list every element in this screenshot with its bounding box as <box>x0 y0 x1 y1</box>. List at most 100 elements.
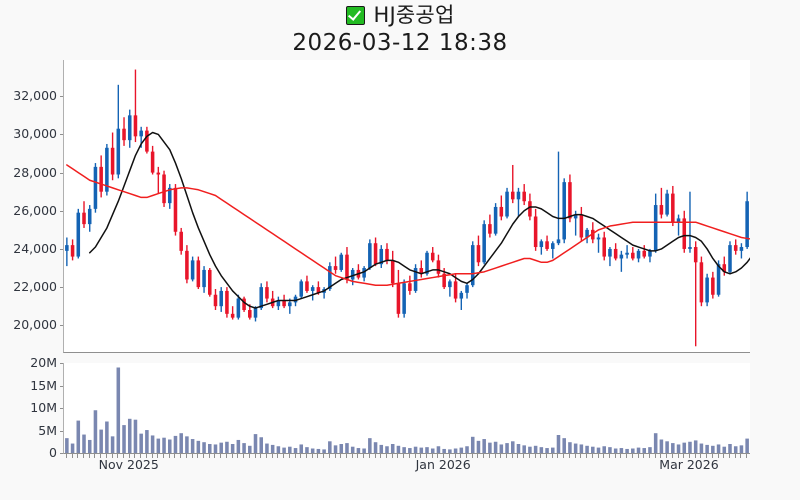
x-minor-tick <box>265 454 267 458</box>
x-minor-tick <box>694 454 696 458</box>
x-minor-tick <box>351 454 353 458</box>
x-minor-tick <box>466 454 468 458</box>
x-minor-tick <box>631 454 633 458</box>
x-minor-tick <box>197 454 199 458</box>
x-minor-tick <box>248 454 250 458</box>
x-minor-tick <box>157 454 159 458</box>
x-minor-tick <box>163 454 165 458</box>
axis-tick-mark <box>59 134 63 136</box>
x-minor-tick <box>328 454 330 458</box>
x-minor-tick <box>728 454 730 458</box>
x-minor-tick <box>385 454 387 458</box>
x-axis-tick-label: Jan 2026 <box>415 457 471 472</box>
x-minor-tick <box>185 454 187 458</box>
x-minor-tick <box>471 454 473 458</box>
x-minor-tick <box>603 454 605 458</box>
x-minor-tick <box>300 454 302 458</box>
x-minor-tick <box>260 454 262 458</box>
x-minor-tick <box>357 454 359 458</box>
x-minor-tick <box>334 454 336 458</box>
x-minor-tick <box>277 454 279 458</box>
axis-tick-label: 22,000 <box>13 279 57 295</box>
x-minor-tick <box>574 454 576 458</box>
x-minor-tick <box>608 454 610 458</box>
x-minor-tick <box>454 454 456 458</box>
x-minor-tick <box>305 454 307 458</box>
x-minor-tick <box>637 454 639 458</box>
x-minor-tick <box>380 454 382 458</box>
x-minor-tick <box>494 454 496 458</box>
x-minor-tick <box>711 454 713 458</box>
x-minor-tick <box>597 454 599 458</box>
x-minor-tick <box>231 454 233 458</box>
x-minor-tick <box>557 454 559 458</box>
x-minor-tick <box>517 454 519 458</box>
x-minor-tick <box>65 454 67 458</box>
x-minor-tick <box>688 454 690 458</box>
axis-tick-mark <box>59 248 63 250</box>
axis-tick-label: 26,000 <box>13 202 57 218</box>
x-minor-tick <box>420 454 422 458</box>
x-minor-tick <box>460 454 462 458</box>
x-minor-tick <box>626 454 628 458</box>
x-minor-tick <box>643 454 645 458</box>
axis-tick-mark <box>59 210 63 212</box>
x-minor-tick <box>580 454 582 458</box>
x-minor-tick <box>225 454 227 458</box>
x-minor-tick <box>77 454 79 458</box>
x-minor-tick <box>717 454 719 458</box>
axis-tick-mark <box>59 96 63 98</box>
x-minor-tick <box>397 454 399 458</box>
x-minor-tick <box>283 454 285 458</box>
x-minor-tick <box>591 454 593 458</box>
x-minor-tick <box>437 454 439 458</box>
axis-tick-mark <box>59 172 63 174</box>
volume-chart-panel[interactable] <box>63 363 750 454</box>
candlestick-plot <box>65 69 750 347</box>
x-minor-tick <box>391 454 393 458</box>
x-minor-tick <box>426 454 427 458</box>
x-minor-tick <box>94 454 96 458</box>
x-minor-tick <box>168 454 170 458</box>
x-minor-tick <box>363 454 365 458</box>
x-minor-tick <box>220 454 222 458</box>
x-minor-tick <box>671 454 673 458</box>
axis-tick-label: 30,000 <box>13 126 57 142</box>
x-minor-tick <box>317 454 319 458</box>
axis-tick-mark <box>59 363 63 364</box>
volume-plot <box>65 367 749 453</box>
x-minor-tick <box>563 454 565 458</box>
x-minor-tick <box>448 454 450 458</box>
x-minor-tick <box>534 454 536 458</box>
x-minor-tick <box>100 454 102 458</box>
x-minor-tick <box>614 454 616 458</box>
x-minor-tick <box>134 454 136 458</box>
axis-tick-label: 20M <box>30 355 57 370</box>
x-minor-tick <box>374 454 376 458</box>
x-minor-tick <box>683 454 685 458</box>
x-minor-tick <box>477 454 479 458</box>
x-axis-tick-label: Mar 2026 <box>659 457 719 472</box>
x-minor-tick <box>734 454 736 458</box>
x-minor-tick <box>203 454 205 458</box>
x-minor-tick <box>345 454 347 458</box>
x-minor-tick <box>706 454 708 458</box>
x-minor-tick <box>294 454 296 458</box>
x-minor-tick <box>648 454 650 458</box>
x-minor-tick <box>551 454 553 458</box>
x-minor-tick <box>71 454 73 458</box>
page-title: HJ중공업 <box>373 3 455 27</box>
axis-tick-label: 5M <box>38 422 57 438</box>
price-chart-panel[interactable] <box>63 60 750 353</box>
x-minor-tick <box>111 454 113 458</box>
x-minor-tick <box>677 454 679 458</box>
x-minor-tick <box>568 454 570 458</box>
x-minor-tick <box>288 454 290 458</box>
x-minor-tick <box>740 454 742 458</box>
green-check-icon <box>345 6 365 25</box>
axis-tick-label: 20,000 <box>13 317 57 333</box>
x-minor-tick <box>128 454 130 458</box>
x-minor-tick <box>528 454 530 458</box>
x-minor-tick <box>431 454 433 458</box>
